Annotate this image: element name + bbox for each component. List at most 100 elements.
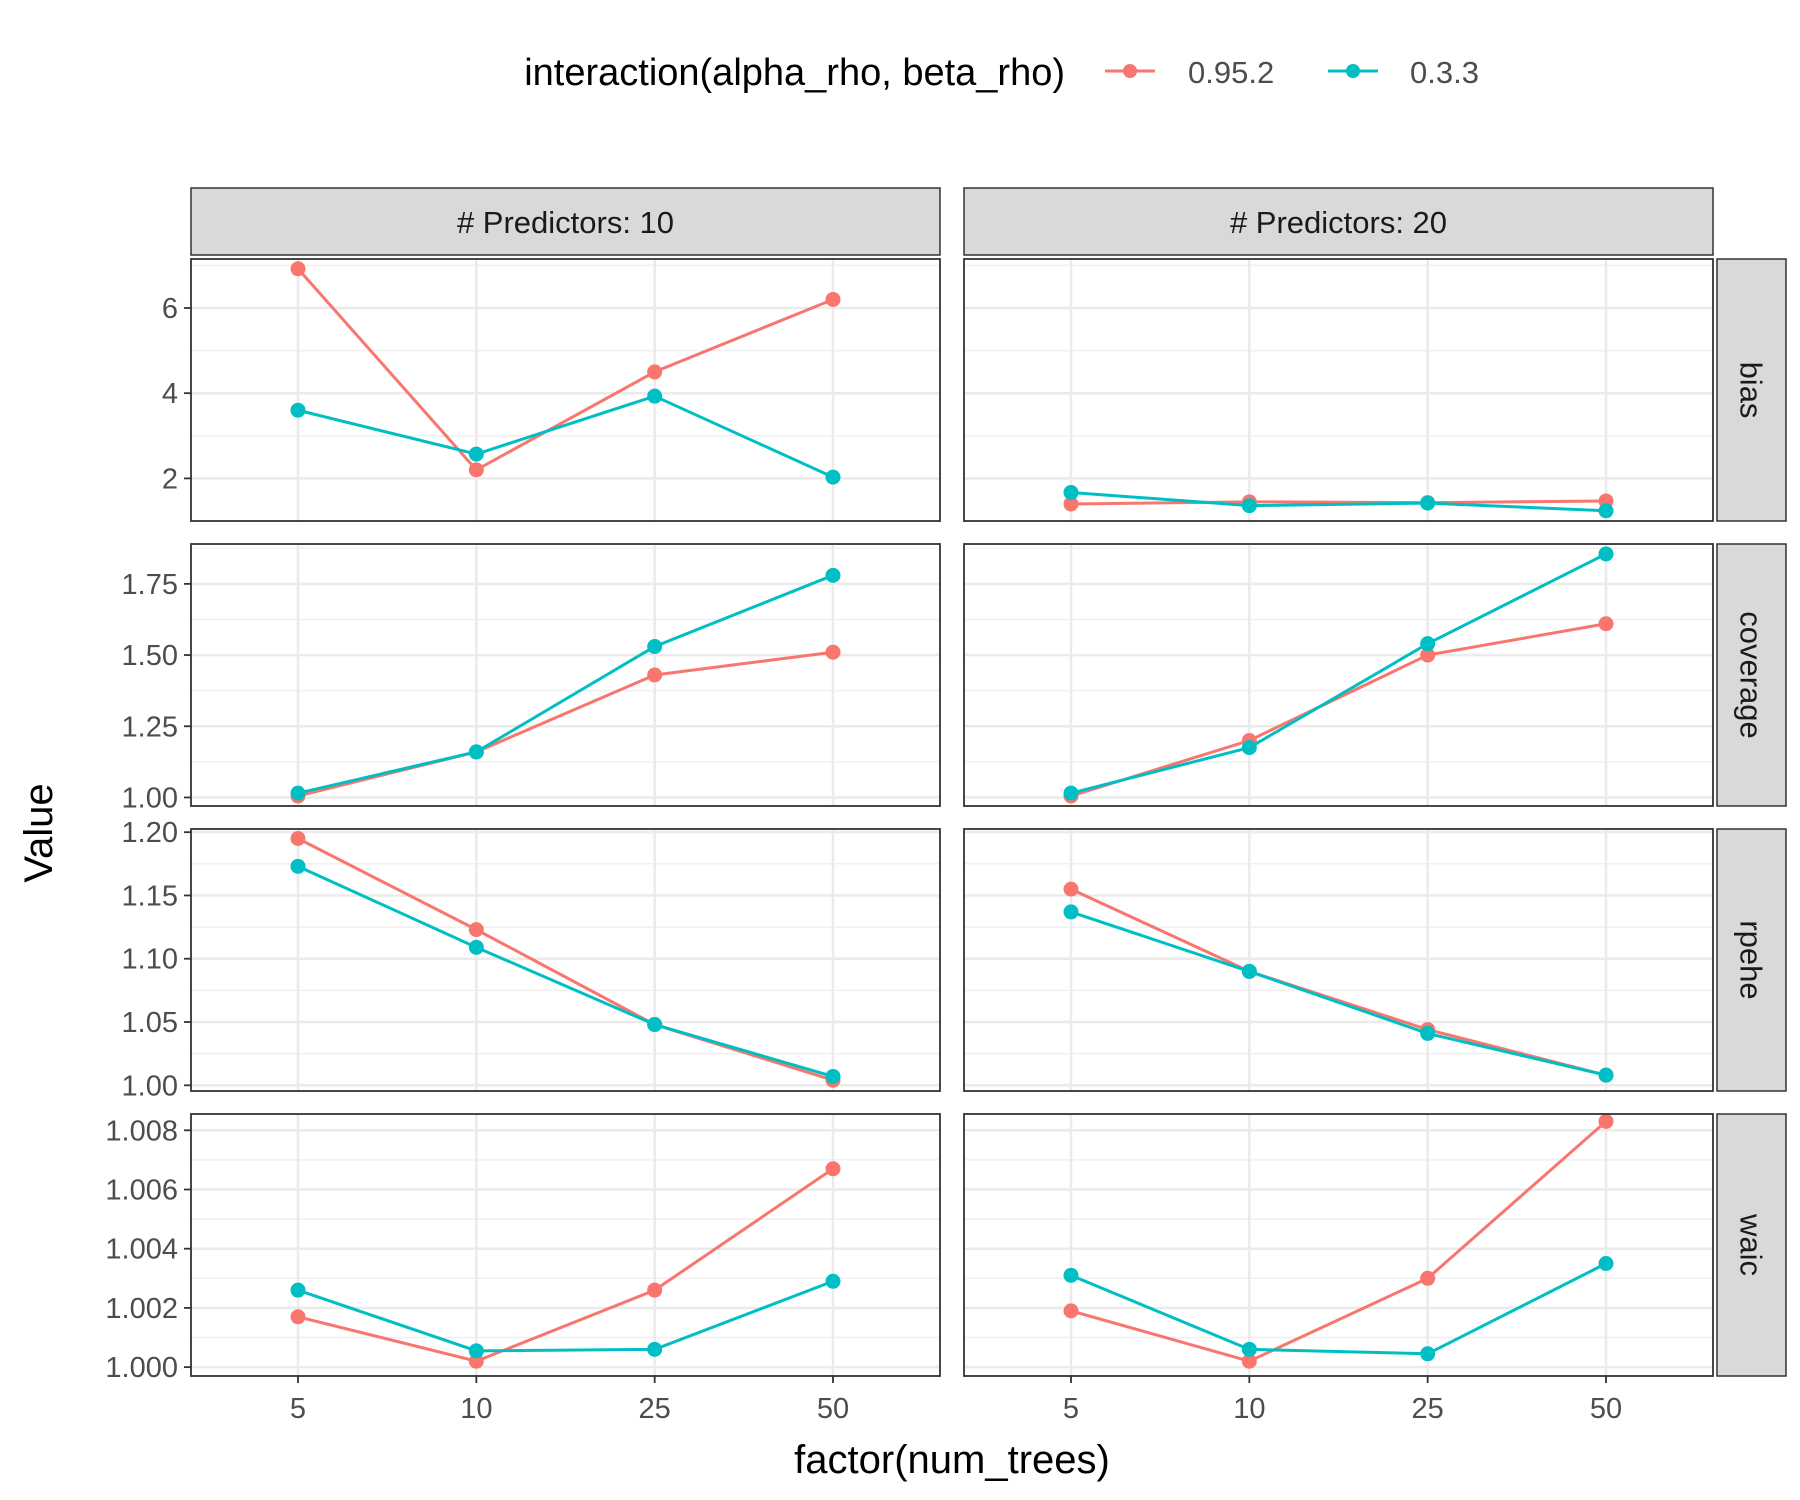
- data-point-0.3.3: [1598, 1067, 1614, 1083]
- data-point-0.95.2: [825, 1161, 841, 1177]
- panel-waic-col2: [963, 1113, 1714, 1377]
- y-tick-label: 1.002: [105, 1293, 178, 1325]
- panel-coverage-col2: [963, 543, 1714, 807]
- x-tick-label: 5: [290, 1393, 306, 1425]
- data-point-0.3.3: [1420, 495, 1436, 511]
- legend-title: interaction(alpha_rho, beta_rho): [524, 52, 1065, 94]
- legend-key-point-0952: [1123, 64, 1137, 78]
- data-point-0.3.3: [1598, 503, 1614, 519]
- panel-bias-col2: [963, 258, 1714, 522]
- strip-row-waic: [1716, 1113, 1787, 1377]
- data-point-0.3.3: [825, 469, 841, 485]
- series-line-0.95.2: [297, 837, 834, 1082]
- y-tick-label: 1.10: [122, 944, 178, 976]
- x-tick-label: 25: [639, 1393, 671, 1425]
- panel-border: [190, 828, 941, 1092]
- x-tick-label: 10: [1233, 1393, 1265, 1425]
- data-point-0.3.3: [647, 1341, 663, 1357]
- data-point-0.3.3: [468, 939, 484, 955]
- data-point-0.3.3: [1063, 1267, 1079, 1283]
- x-tick-label: 50: [1590, 1393, 1622, 1425]
- data-point-0.95.2: [1063, 1303, 1079, 1319]
- data-point-0.95.2: [647, 667, 663, 683]
- panel-rpehe-col1: [190, 828, 941, 1092]
- data-point-0.95.2: [647, 364, 663, 380]
- data-point-0.3.3: [290, 402, 306, 418]
- x-tick-label: 50: [817, 1393, 849, 1425]
- y-axis-title: Value: [17, 783, 61, 882]
- data-point-0.3.3: [468, 1343, 484, 1359]
- x-tick-label: 5: [1063, 1393, 1079, 1425]
- data-point-0.3.3: [290, 858, 306, 874]
- data-point-0.3.3: [825, 567, 841, 583]
- series-line-0.3.3: [1070, 1262, 1607, 1356]
- strip-row-rpehe: [1716, 828, 1787, 1092]
- y-tick-label: 1.00: [122, 782, 178, 814]
- panel-border: [963, 1113, 1714, 1377]
- series-line-0.95.2: [1070, 887, 1607, 1077]
- data-point-0.3.3: [1241, 1341, 1257, 1357]
- series-line-0.3.3: [297, 573, 834, 795]
- data-point-0.95.2: [468, 922, 484, 938]
- data-point-0.3.3: [1598, 546, 1614, 562]
- data-point-0.95.2: [1241, 1353, 1257, 1369]
- panel-background: [964, 829, 1713, 1091]
- data-point-0.95.2: [468, 462, 484, 478]
- x-tick-label: 10: [460, 1393, 492, 1425]
- data-point-0.3.3: [1420, 1346, 1436, 1362]
- series-line-0.95.2: [296, 267, 834, 472]
- data-point-0.3.3: [647, 1017, 663, 1033]
- panel-rpehe-col2: [963, 828, 1714, 1092]
- legend-label-033: 0.3.3: [1410, 55, 1479, 90]
- data-point-0.95.2: [1598, 1113, 1614, 1129]
- legend: interaction(alpha_rho, beta_rho) 0.95.2 …: [524, 52, 1479, 94]
- panel-background: [964, 259, 1713, 521]
- legend-key-point-033: [1346, 64, 1360, 78]
- x-axis-title: factor(num_trees): [794, 1438, 1110, 1482]
- series-line-0.3.3: [297, 864, 834, 1078]
- y-tick-label: 2: [162, 463, 178, 495]
- series-line-0.3.3: [1070, 910, 1607, 1077]
- panel-border: [190, 258, 941, 522]
- column-strips: # Predictors: 10 # Predictors: 20: [190, 187, 1714, 256]
- strip-row-coverage: [1716, 543, 1787, 807]
- data-point-0.3.3: [290, 785, 306, 801]
- x-tick-label: 25: [1412, 1393, 1444, 1425]
- y-axes: 2 4 6 1.00 1.25 1.50 1.75 1.00 1.05 1.10 1.15 1.20 1…: [105, 293, 191, 1384]
- strip-col-1: [190, 187, 941, 256]
- data-point-0.3.3: [1420, 636, 1436, 652]
- panel-border: [963, 543, 1714, 807]
- legend-label-0952: 0.95.2: [1188, 55, 1274, 90]
- series-line-0.95.2: [1070, 622, 1607, 798]
- data-point-0.95.2: [468, 1353, 484, 1369]
- series-line-0.3.3: [297, 1279, 834, 1353]
- data-point-0.3.3: [1241, 740, 1257, 756]
- panel-background: [191, 1114, 940, 1376]
- panel-coverage-col1: [190, 543, 941, 807]
- data-point-0.95.2: [290, 830, 306, 846]
- panel-border: [963, 828, 1714, 1092]
- y-tick-label: 6: [162, 293, 178, 325]
- data-point-0.3.3: [825, 1273, 841, 1289]
- data-point-0.95.2: [647, 1282, 663, 1298]
- strip-row-waic-label: waic: [1734, 1213, 1769, 1276]
- x-axes: 5 10 25 50 5 10 25 50: [290, 1376, 1622, 1425]
- y-tick-label: 1.50: [122, 640, 178, 672]
- data-point-0.3.3: [290, 1282, 306, 1298]
- strip-row-coverage-label: coverage: [1734, 611, 1769, 739]
- data-point-0.95.2: [1063, 881, 1079, 897]
- strip-row-bias: [1716, 258, 1787, 522]
- y-tick-label: 1.004: [105, 1234, 178, 1266]
- data-point-0.3.3: [1241, 963, 1257, 979]
- series-line-0.95.2: [297, 1167, 834, 1363]
- series-line-0.3.3: [1070, 552, 1607, 795]
- y-tick-label: 4: [162, 378, 178, 410]
- y-tick-label: 1.00: [122, 1070, 178, 1102]
- series-line-0.3.3: [1070, 490, 1607, 513]
- data-point-0.3.3: [647, 639, 663, 655]
- panel-border: [190, 1113, 941, 1377]
- panel-border: [963, 258, 1714, 522]
- panel-background: [191, 829, 940, 1091]
- data-point-0.3.3: [825, 1068, 841, 1084]
- series-line-0.95.2: [1070, 499, 1607, 506]
